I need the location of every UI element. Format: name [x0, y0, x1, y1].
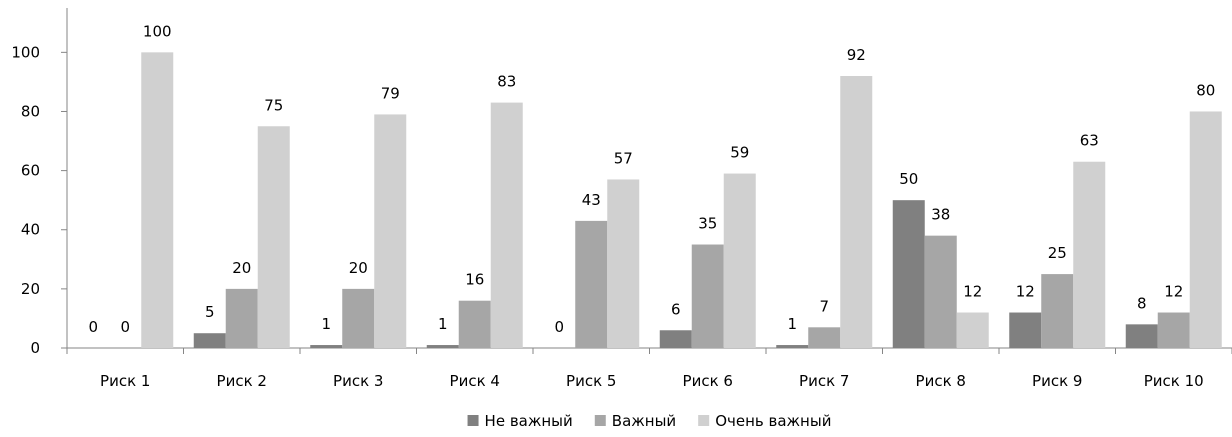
data-label: 16 [465, 271, 484, 289]
legend: Не важный Важный Очень важный [467, 412, 831, 430]
y-tick-label: 100 [11, 43, 40, 61]
data-label: 20 [232, 259, 251, 277]
bar [1125, 324, 1158, 348]
bar [956, 312, 989, 348]
data-label: 92 [847, 46, 866, 64]
bar [575, 220, 608, 348]
bar [924, 235, 957, 348]
bar [1009, 312, 1042, 348]
bar [342, 288, 375, 348]
bar [458, 300, 491, 348]
data-label: 6 [671, 300, 681, 318]
data-label: 0 [120, 318, 130, 336]
data-label: 25 [1048, 244, 1067, 262]
bar [691, 244, 724, 348]
x-category-label: Риск 10 [1144, 372, 1204, 390]
y-tick-label: 40 [21, 221, 40, 239]
legend-swatch [594, 415, 606, 426]
data-label: 8 [1137, 294, 1147, 312]
x-category-label: Риск 9 [1032, 372, 1082, 390]
bar [225, 288, 258, 348]
data-label: 63 [1080, 132, 1099, 150]
bar [1157, 312, 1190, 348]
data-label: 1 [438, 315, 448, 333]
data-label: 75 [264, 96, 283, 114]
x-category-label: Риск 8 [916, 372, 966, 390]
data-label: 0 [554, 318, 564, 336]
x-category-label: Риск 1 [100, 372, 150, 390]
x-category-label: Риск 6 [683, 372, 733, 390]
bar [776, 345, 809, 348]
data-label: 50 [899, 170, 918, 188]
bar [426, 345, 459, 348]
data-label: 20 [349, 259, 368, 277]
y-tick-label: 80 [21, 102, 40, 120]
data-label: 79 [381, 84, 400, 102]
y-tick-label: 0 [30, 339, 40, 357]
bar [840, 76, 873, 348]
bar [310, 345, 343, 348]
data-label: 83 [497, 73, 516, 91]
bar [659, 330, 692, 348]
data-label: 100 [143, 22, 172, 40]
legend-label: Не важный [485, 412, 573, 430]
x-category-label: Риск 3 [333, 372, 383, 390]
data-label: 43 [582, 191, 601, 209]
bar [193, 333, 226, 348]
legend-item: Очень важный [698, 412, 831, 430]
data-label: 12 [1016, 283, 1035, 301]
bar [257, 126, 290, 349]
bar [607, 179, 640, 348]
legend-item: Не важный [467, 412, 573, 430]
data-label: 1 [321, 315, 331, 333]
data-label: 12 [963, 283, 982, 301]
bar [1189, 111, 1222, 348]
data-label: 38 [931, 206, 950, 224]
bar [808, 327, 841, 348]
data-label: 35 [698, 215, 717, 233]
data-label: 80 [1196, 81, 1215, 99]
legend-swatch [698, 415, 710, 426]
bar [723, 173, 756, 348]
data-label: 5 [205, 303, 215, 321]
bar [141, 52, 174, 348]
legend-swatch [467, 415, 479, 426]
data-label: 12 [1164, 283, 1183, 301]
bar [490, 102, 523, 348]
legend-label: Важный [612, 412, 676, 430]
y-tick-label: 20 [21, 280, 40, 298]
y-tick-label: 60 [21, 162, 40, 180]
x-category-label: Риск 7 [799, 372, 849, 390]
x-category-label: Риск 4 [450, 372, 500, 390]
data-label: 1 [787, 315, 797, 333]
bar [1041, 274, 1074, 348]
data-label: 0 [88, 318, 98, 336]
legend-label: Очень важный [715, 412, 831, 430]
data-label: 7 [819, 297, 829, 315]
data-label: 57 [614, 149, 633, 167]
data-label: 59 [730, 144, 749, 162]
bar [892, 200, 925, 348]
legend-item: Важный [594, 412, 676, 430]
bars [141, 52, 1222, 349]
x-category-label: Риск 2 [217, 372, 267, 390]
x-category-label: Риск 5 [566, 372, 616, 390]
bar [374, 114, 407, 348]
bar [1073, 161, 1106, 348]
